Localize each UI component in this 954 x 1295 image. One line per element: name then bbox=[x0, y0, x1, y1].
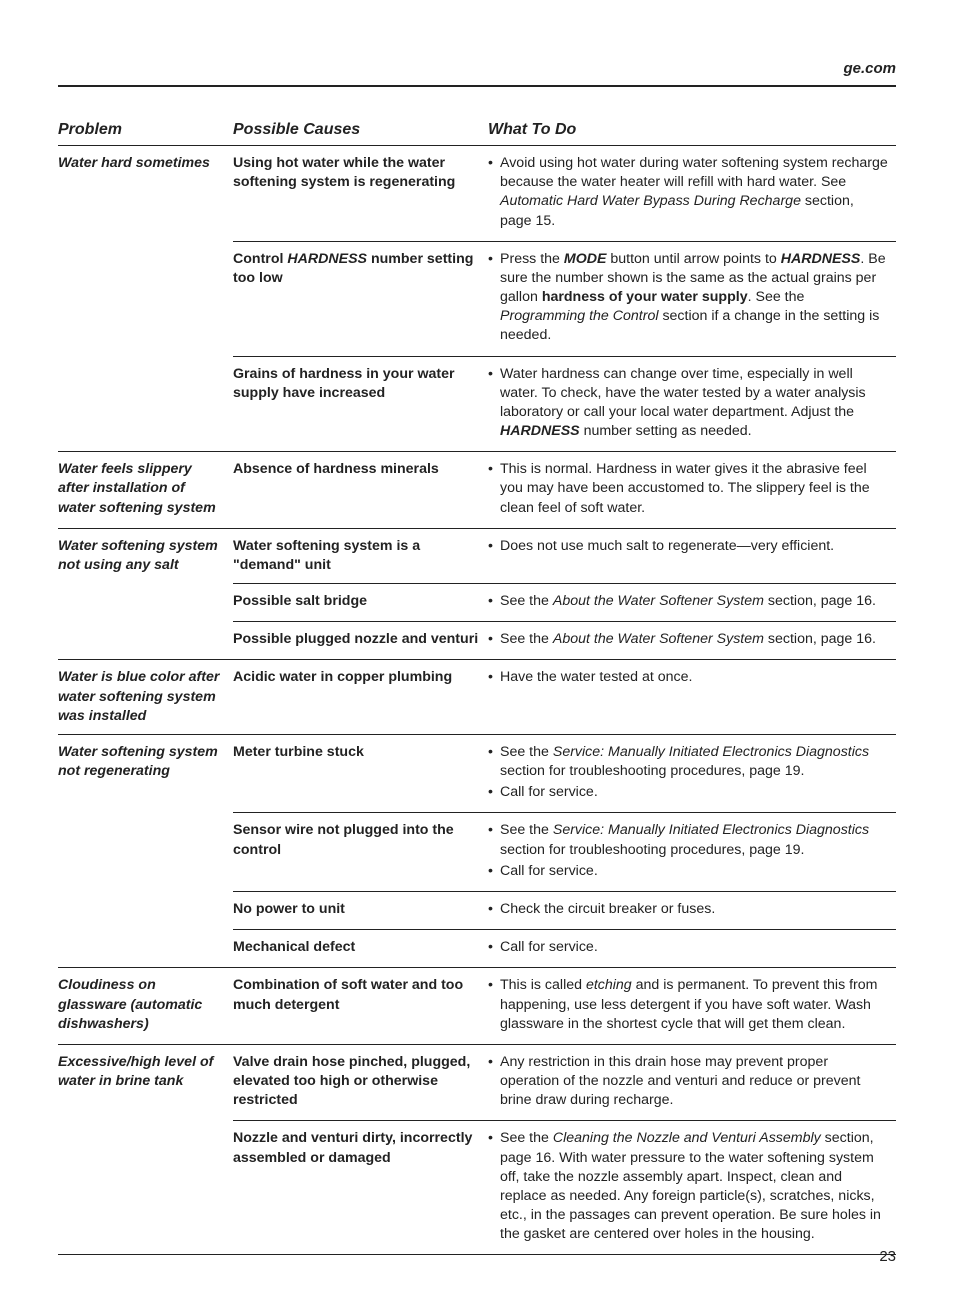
action-list: See the Service: Manually Initiated Elec… bbox=[488, 743, 888, 803]
action-cell: See the About the Water Softener System … bbox=[488, 584, 896, 622]
action-cell: Water hardness can change over time, esp… bbox=[488, 356, 896, 452]
action-list: See the About the Water Softener System … bbox=[488, 592, 888, 611]
action-cell: Check the circuit breaker or fuses. bbox=[488, 891, 896, 929]
cause-cell: Combination of soft water and too much d… bbox=[233, 968, 488, 1045]
action-item: Call for service. bbox=[488, 783, 888, 802]
col-header-what-to-do: What To Do bbox=[488, 115, 896, 146]
action-item: See the Service: Manually Initiated Elec… bbox=[488, 743, 888, 781]
problem-cell: Cloudiness on glassware (automatic dishw… bbox=[58, 968, 233, 1045]
problem-cell: Water feels slippery after installation … bbox=[58, 452, 233, 529]
table-row: Water hard sometimesUsing hot water whil… bbox=[58, 146, 896, 242]
table-row: Cloudiness on glassware (automatic dishw… bbox=[58, 968, 896, 1045]
action-list: This is normal. Hardness in water gives … bbox=[488, 460, 888, 518]
table-row: Water softening system not regeneratingM… bbox=[58, 734, 896, 813]
header-site-link[interactable]: ge.com bbox=[58, 60, 896, 77]
action-list: Does not use much salt to regenerate—ver… bbox=[488, 537, 888, 556]
action-cell: Avoid using hot water during water softe… bbox=[488, 146, 896, 242]
cause-cell: Using hot water while the water softenin… bbox=[233, 146, 488, 242]
action-item: See the Cleaning the Nozzle and Venturi … bbox=[488, 1129, 888, 1244]
cause-cell: Valve drain hose pinched, plugged, eleva… bbox=[233, 1044, 488, 1121]
action-item: Water hardness can change over time, esp… bbox=[488, 365, 888, 442]
action-cell: This is normal. Hardness in water gives … bbox=[488, 452, 896, 529]
table-row: Water softening system not using any sal… bbox=[58, 528, 896, 583]
table-row: Water is blue color after water softenin… bbox=[58, 660, 896, 735]
action-cell: See the Service: Manually Initiated Elec… bbox=[488, 734, 896, 813]
action-cell: This is called etching and is permanent.… bbox=[488, 968, 896, 1045]
cause-cell: Water softening system is a "demand" uni… bbox=[233, 528, 488, 583]
action-cell: See the Service: Manually Initiated Elec… bbox=[488, 813, 896, 892]
cause-cell: Absence of hardness minerals bbox=[233, 452, 488, 529]
page-container: ge.com Problem Possible Causes What To D… bbox=[0, 0, 954, 1295]
action-list: See the Cleaning the Nozzle and Venturi … bbox=[488, 1129, 888, 1244]
action-item: Have the water tested at once. bbox=[488, 668, 888, 687]
action-cell: Does not use much salt to regenerate—ver… bbox=[488, 528, 896, 583]
action-item: This is normal. Hardness in water gives … bbox=[488, 460, 888, 518]
action-list: This is called etching and is permanent.… bbox=[488, 976, 888, 1034]
action-item: Does not use much salt to regenerate—ver… bbox=[488, 537, 888, 556]
action-item: This is called etching and is permanent.… bbox=[488, 976, 888, 1034]
action-list: Any restriction in this drain hose may p… bbox=[488, 1053, 888, 1111]
col-header-problem: Problem bbox=[58, 115, 233, 146]
problem-cell: Water softening system not using any sal… bbox=[58, 528, 233, 660]
problem-cell: Water is blue color after water softenin… bbox=[58, 660, 233, 735]
cause-cell: Mechanical defect bbox=[233, 930, 488, 968]
action-item: See the About the Water Softener System … bbox=[488, 630, 888, 649]
problem-cell: Water softening system not regenerating bbox=[58, 734, 233, 967]
problem-cell: Excessive/high level of water in brine t… bbox=[58, 1044, 233, 1255]
action-item: Call for service. bbox=[488, 938, 888, 957]
action-list: See the About the Water Softener System … bbox=[488, 630, 888, 649]
action-cell: Any restriction in this drain hose may p… bbox=[488, 1044, 896, 1121]
cause-cell: Acidic water in copper plumbing bbox=[233, 660, 488, 735]
col-header-causes: Possible Causes bbox=[233, 115, 488, 146]
cause-cell: Meter turbine stuck bbox=[233, 734, 488, 813]
action-list: Call for service. bbox=[488, 938, 888, 957]
cause-cell: Grains of hardness in your water supply … bbox=[233, 356, 488, 452]
action-list: Press the MODE button until arrow points… bbox=[488, 250, 888, 346]
action-list: Water hardness can change over time, esp… bbox=[488, 365, 888, 442]
action-list: Avoid using hot water during water softe… bbox=[488, 154, 888, 231]
action-item: Any restriction in this drain hose may p… bbox=[488, 1053, 888, 1111]
action-item: Call for service. bbox=[488, 862, 888, 881]
action-item: See the Service: Manually Initiated Elec… bbox=[488, 821, 888, 859]
action-cell: Press the MODE button until arrow points… bbox=[488, 241, 896, 356]
cause-cell: Control HARDNESS number setting too low bbox=[233, 241, 488, 356]
action-cell: Have the water tested at once. bbox=[488, 660, 896, 735]
cause-cell: No power to unit bbox=[233, 891, 488, 929]
table-row: Water feels slippery after installation … bbox=[58, 452, 896, 529]
cause-cell: Sensor wire not plugged into the control bbox=[233, 813, 488, 892]
cause-cell: Possible salt bridge bbox=[233, 584, 488, 622]
action-item: Press the MODE button until arrow points… bbox=[488, 250, 888, 346]
table-row: Excessive/high level of water in brine t… bbox=[58, 1044, 896, 1121]
cause-cell: Possible plugged nozzle and venturi bbox=[233, 622, 488, 660]
action-item: See the About the Water Softener System … bbox=[488, 592, 888, 611]
action-cell: See the About the Water Softener System … bbox=[488, 622, 896, 660]
action-item: Avoid using hot water during water softe… bbox=[488, 154, 888, 231]
action-list: See the Service: Manually Initiated Elec… bbox=[488, 821, 888, 881]
page-number: 23 bbox=[879, 1248, 896, 1265]
action-cell: Call for service. bbox=[488, 930, 896, 968]
problem-cell: Water hard sometimes bbox=[58, 146, 233, 452]
action-list: Have the water tested at once. bbox=[488, 668, 888, 687]
troubleshooting-table: Problem Possible Causes What To Do Water… bbox=[58, 115, 896, 1255]
action-list: Check the circuit breaker or fuses. bbox=[488, 900, 888, 919]
action-item: Check the circuit breaker or fuses. bbox=[488, 900, 888, 919]
top-rule bbox=[58, 85, 896, 87]
table-header-row: Problem Possible Causes What To Do bbox=[58, 115, 896, 146]
